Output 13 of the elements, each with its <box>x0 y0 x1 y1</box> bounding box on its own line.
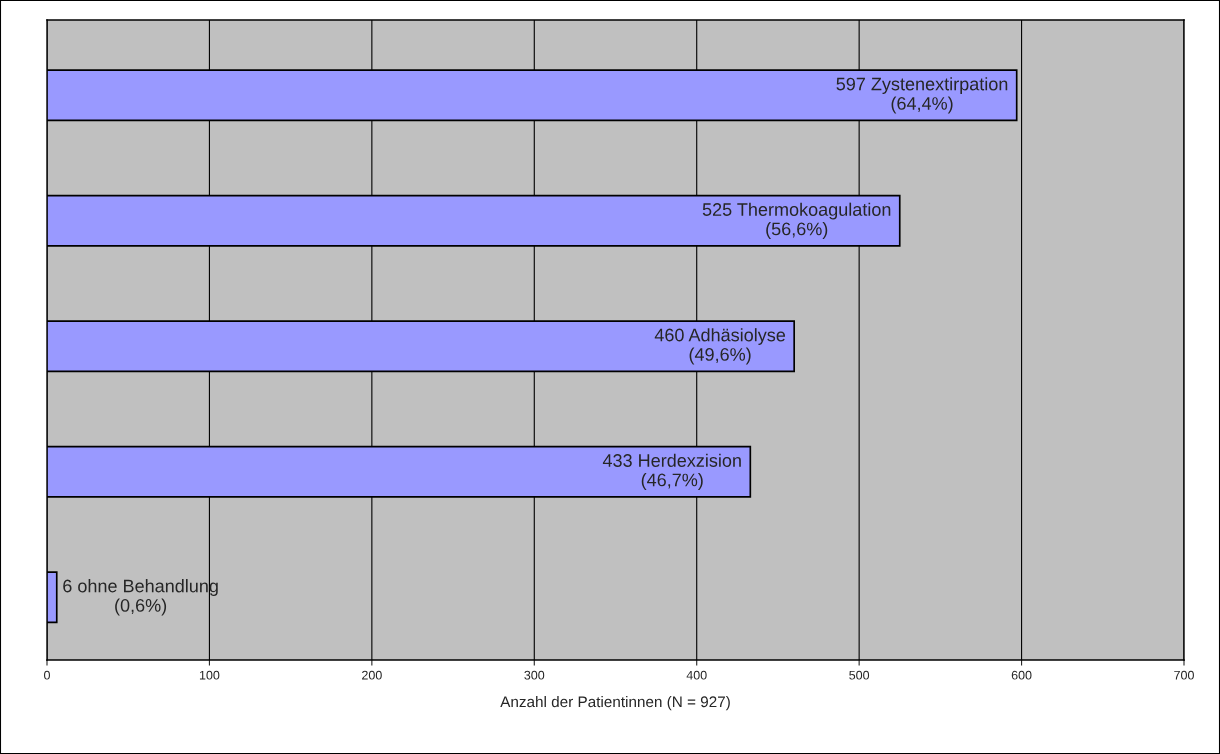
data-label: 525 Thermokoagulation (56,6%) <box>702 202 891 239</box>
x-tick-label: 300 <box>524 670 545 680</box>
data-label: 433 Herdexzision (46,7%) <box>602 453 741 490</box>
x-tick-label: 600 <box>1011 670 1032 680</box>
x-tick-label: 400 <box>686 670 707 680</box>
data-label: 460 Adhäsiolyse (49,6%) <box>654 328 786 365</box>
x-tick-label: 100 <box>199 670 220 680</box>
x-tick-label: 700 <box>1174 670 1194 680</box>
x-tick-label: 200 <box>362 670 382 680</box>
x-axis-title: Anzahl der Patientinnen (N = 927) <box>500 695 730 711</box>
x-tick-label: 500 <box>849 670 870 680</box>
x-tick-label: 0 <box>44 670 50 680</box>
data-label: 597 Zystenextirpation (64,4%) <box>836 77 1008 114</box>
